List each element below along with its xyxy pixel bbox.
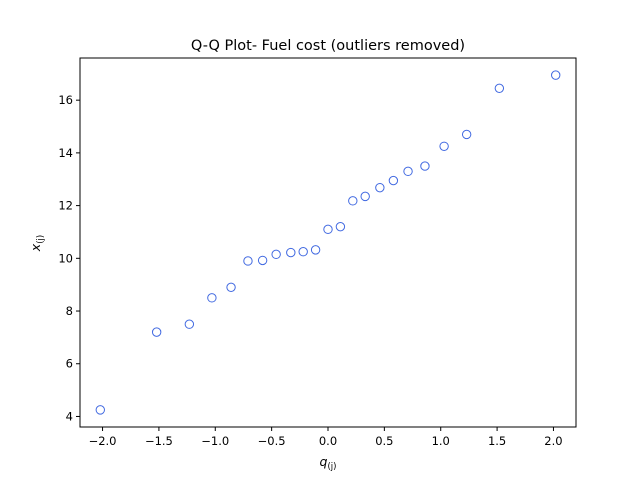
data-point xyxy=(348,196,358,206)
y-tick-label: 10 xyxy=(58,251,73,265)
data-point xyxy=(403,166,413,177)
data-point xyxy=(375,182,385,193)
data-point xyxy=(286,247,296,258)
y-axis-label: x(j) xyxy=(28,235,46,252)
data-point xyxy=(95,405,105,415)
plot-frame xyxy=(79,57,577,428)
data-point xyxy=(243,256,253,266)
data-point xyxy=(226,282,236,293)
x-tick-label: −2.0 xyxy=(89,434,117,448)
x-tick-label: 1.0 xyxy=(432,434,450,448)
y-axis-label-base: x xyxy=(28,243,43,252)
x-tick-label: 0.5 xyxy=(375,434,393,448)
x-tick-label: −1.0 xyxy=(201,434,229,448)
y-tick-label: 14 xyxy=(58,146,73,160)
x-tick-label: 0.0 xyxy=(319,434,337,448)
y-tick-label: 12 xyxy=(58,199,73,213)
data-point xyxy=(257,255,268,266)
data-point xyxy=(310,245,321,255)
y-tick-label: 4 xyxy=(66,409,73,423)
data-point xyxy=(335,221,346,232)
data-point xyxy=(494,83,505,94)
data-point xyxy=(298,247,308,257)
x-axis-label-subscript: (j) xyxy=(327,462,336,472)
x-axis-label-base: q xyxy=(320,454,328,469)
y-tick-label: 8 xyxy=(66,304,73,318)
x-tick-label: 1.5 xyxy=(488,434,506,448)
data-point xyxy=(207,293,217,303)
data-points xyxy=(95,70,561,415)
data-point xyxy=(323,224,333,235)
x-tick-label: −1.5 xyxy=(145,434,173,448)
data-point xyxy=(151,327,162,337)
data-point xyxy=(461,129,472,140)
y-axis-label-subscript: (j) xyxy=(36,235,46,244)
data-point xyxy=(420,161,430,171)
y-axis-ticks: 4 6 8 10 12 14 16 xyxy=(58,93,80,423)
data-point xyxy=(271,249,281,260)
x-axis-label: q(j) xyxy=(320,454,337,472)
data-point xyxy=(388,175,399,186)
chart-title: Q-Q Plot- Fuel cost (outliers removed) xyxy=(191,38,465,54)
data-point xyxy=(439,141,449,151)
data-point xyxy=(551,70,561,80)
x-tick-label: 2.0 xyxy=(544,434,562,448)
x-tick-label: −0.5 xyxy=(258,434,286,448)
data-point xyxy=(184,319,195,329)
y-tick-label: 6 xyxy=(66,357,73,371)
data-point xyxy=(360,191,370,202)
y-tick-label: 16 xyxy=(58,93,73,107)
x-axis-ticks: −2.0 −1.5 −1.0 −0.5 0.0 0.5 1.0 1.5 2.0 xyxy=(89,427,563,448)
